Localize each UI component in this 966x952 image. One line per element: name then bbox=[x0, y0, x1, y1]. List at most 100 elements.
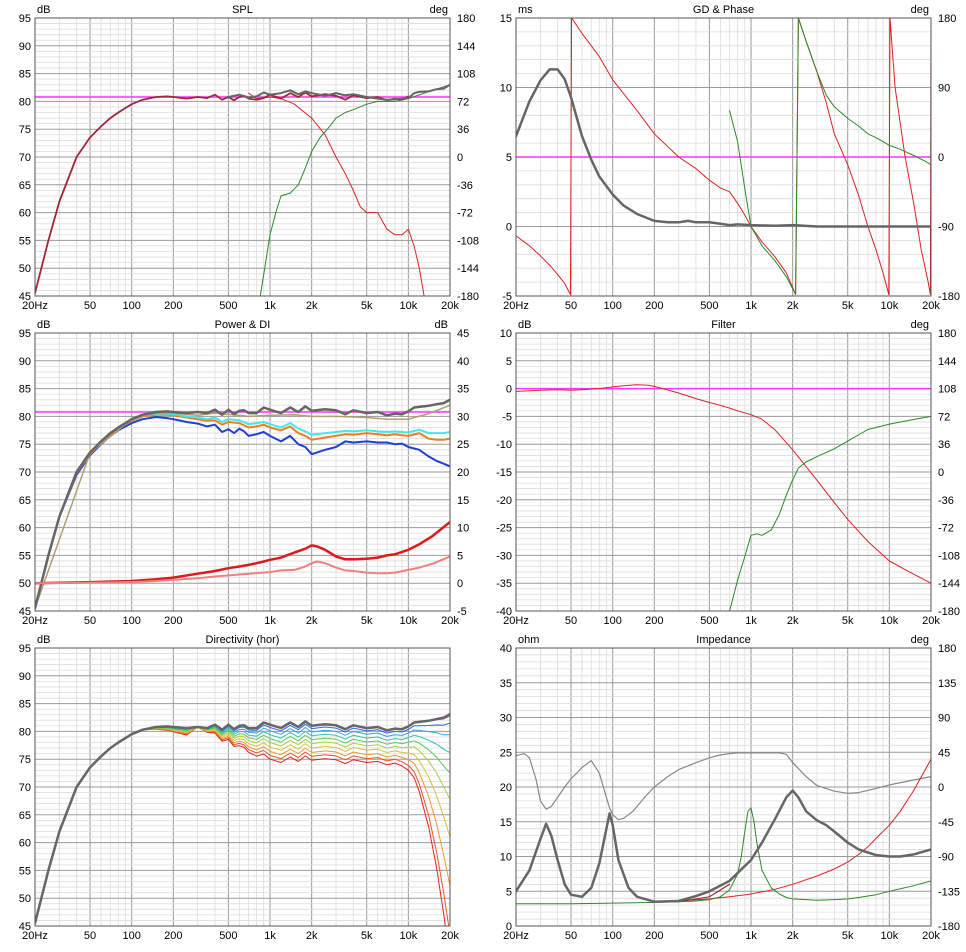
chart-title: Impedance bbox=[696, 634, 750, 646]
y2-tick-label: 36 bbox=[457, 124, 469, 136]
plot-frame bbox=[34, 332, 451, 612]
y2-tick-label: -5 bbox=[457, 606, 467, 618]
y-tick-label: -25 bbox=[496, 523, 512, 535]
x-tick-label: 5k bbox=[361, 930, 373, 942]
chart-spl: SPL dB deg 20Hz 50 100 200 500 1k 2k 5k 10k 20k 45 50 5… bbox=[19, 4, 479, 312]
x-tick-label: 10k bbox=[399, 615, 417, 627]
y-tick-label: 80 bbox=[19, 726, 31, 738]
y-tick-label: -20 bbox=[496, 495, 512, 507]
y-tick-label: 40 bbox=[500, 643, 512, 655]
y-tick-label: 95 bbox=[19, 643, 31, 655]
y-tick-label: 45 bbox=[19, 291, 31, 303]
y-tick-label: -30 bbox=[496, 550, 512, 562]
series-line-power_di-7 bbox=[35, 555, 450, 585]
y-unit-right: dB bbox=[435, 319, 448, 331]
y2-tick-label: 180 bbox=[938, 643, 956, 655]
x-tick-label: 50 bbox=[565, 300, 577, 312]
y-tick-label: 60 bbox=[19, 208, 31, 220]
y-tick-label: 60 bbox=[19, 523, 31, 535]
y-tick-label: 70 bbox=[19, 782, 31, 794]
x-tick-label: 200 bbox=[645, 615, 663, 627]
x-tick-label: 10k bbox=[399, 300, 417, 312]
x-tick-label: 2k bbox=[787, 300, 799, 312]
y-tick-label: 55 bbox=[19, 550, 31, 562]
y2-tick-label: -135 bbox=[938, 886, 960, 898]
y-tick-label: 95 bbox=[19, 328, 31, 340]
series-group bbox=[516, 384, 931, 611]
x-tick-label: 500 bbox=[219, 300, 237, 312]
series-group bbox=[35, 83, 450, 296]
x-tick-label: 1k bbox=[264, 615, 276, 627]
y-tick-label: 45 bbox=[19, 606, 31, 618]
y-tick-label: -35 bbox=[496, 578, 512, 590]
x-tick-label: 100 bbox=[123, 930, 141, 942]
series-line-filter-1 bbox=[516, 384, 931, 584]
x-tick-label: 20k bbox=[922, 930, 940, 942]
x-tick-label: 1k bbox=[745, 930, 757, 942]
y2-tick-label: 0 bbox=[938, 152, 944, 164]
x-tick-label: 100 bbox=[604, 300, 622, 312]
x-tick-label: 1k bbox=[745, 300, 757, 312]
y-tick-label: 45 bbox=[19, 921, 31, 933]
y2-tick-label: -36 bbox=[457, 180, 473, 192]
y-tick-label: 20 bbox=[500, 782, 512, 794]
series-group bbox=[35, 398, 450, 610]
plot-frame bbox=[34, 17, 451, 297]
x-tick-label: 100 bbox=[123, 300, 141, 312]
series-line-filter-2 bbox=[729, 415, 931, 611]
y-tick-label: 80 bbox=[19, 96, 31, 108]
y-tick-label: 60 bbox=[19, 838, 31, 850]
x-tick-label: 100 bbox=[123, 615, 141, 627]
y-tick-label: 85 bbox=[19, 69, 31, 81]
y2-tick-label: 40 bbox=[457, 356, 469, 368]
series-line-spl-4 bbox=[227, 83, 450, 101]
y-tick-label: 5 bbox=[506, 886, 512, 898]
y2-tick-label: -144 bbox=[457, 263, 479, 275]
x-tick-label: 500 bbox=[700, 930, 718, 942]
y2-tick-label: 0 bbox=[938, 782, 944, 794]
x-tick-label: 2k bbox=[787, 615, 799, 627]
y2-tick-label: 72 bbox=[938, 411, 950, 423]
series-group bbox=[35, 712, 450, 926]
x-tick-label: 20Hz bbox=[503, 300, 529, 312]
y-tick-label: 0 bbox=[506, 384, 512, 396]
y2-tick-label: -144 bbox=[938, 578, 960, 590]
y2-tick-label: -45 bbox=[938, 817, 954, 829]
y-tick-label: 75 bbox=[19, 754, 31, 766]
y2-tick-label: 90 bbox=[938, 83, 950, 95]
y2-tick-label: 72 bbox=[457, 96, 469, 108]
y-tick-label: 50 bbox=[19, 893, 31, 905]
x-tick-label: 50 bbox=[565, 615, 577, 627]
x-tick-label: 2k bbox=[306, 615, 318, 627]
y2-tick-label: -180 bbox=[938, 606, 960, 618]
series-line-gd_phase-3 bbox=[516, 68, 931, 228]
x-tick-label: 20Hz bbox=[22, 930, 48, 942]
y-tick-label: 70 bbox=[19, 467, 31, 479]
x-tick-label: 2k bbox=[306, 300, 318, 312]
x-tick-label: 10k bbox=[399, 930, 417, 942]
y-tick-label: 90 bbox=[19, 356, 31, 368]
x-tick-label: 1k bbox=[745, 615, 757, 627]
series-line-impedance-2 bbox=[516, 807, 931, 905]
series-line-power_di-4 bbox=[35, 404, 450, 609]
x-tick-label: 50 bbox=[84, 615, 96, 627]
chart-title: Power & DI bbox=[215, 319, 271, 331]
y2-tick-label: -180 bbox=[938, 921, 960, 933]
x-tick-label: 5k bbox=[842, 930, 854, 942]
y-unit-left: dB bbox=[37, 634, 50, 646]
y-tick-label: -5 bbox=[502, 291, 512, 303]
y2-tick-label: -90 bbox=[938, 222, 954, 234]
x-tick-label: 10k bbox=[880, 300, 898, 312]
series-line-spl-3 bbox=[35, 91, 410, 295]
x-tick-label: 10k bbox=[880, 930, 898, 942]
x-tick-label: 2k bbox=[787, 930, 799, 942]
x-tick-label: 5k bbox=[842, 300, 854, 312]
x-tick-label: 20k bbox=[441, 930, 459, 942]
x-tick-label: 100 bbox=[604, 930, 622, 942]
y-tick-label: 85 bbox=[19, 384, 31, 396]
y2-tick-label: 0 bbox=[457, 152, 463, 164]
x-tick-label: 500 bbox=[700, 300, 718, 312]
y2-tick-label: 35 bbox=[457, 384, 469, 396]
y-tick-label: 10 bbox=[500, 852, 512, 864]
